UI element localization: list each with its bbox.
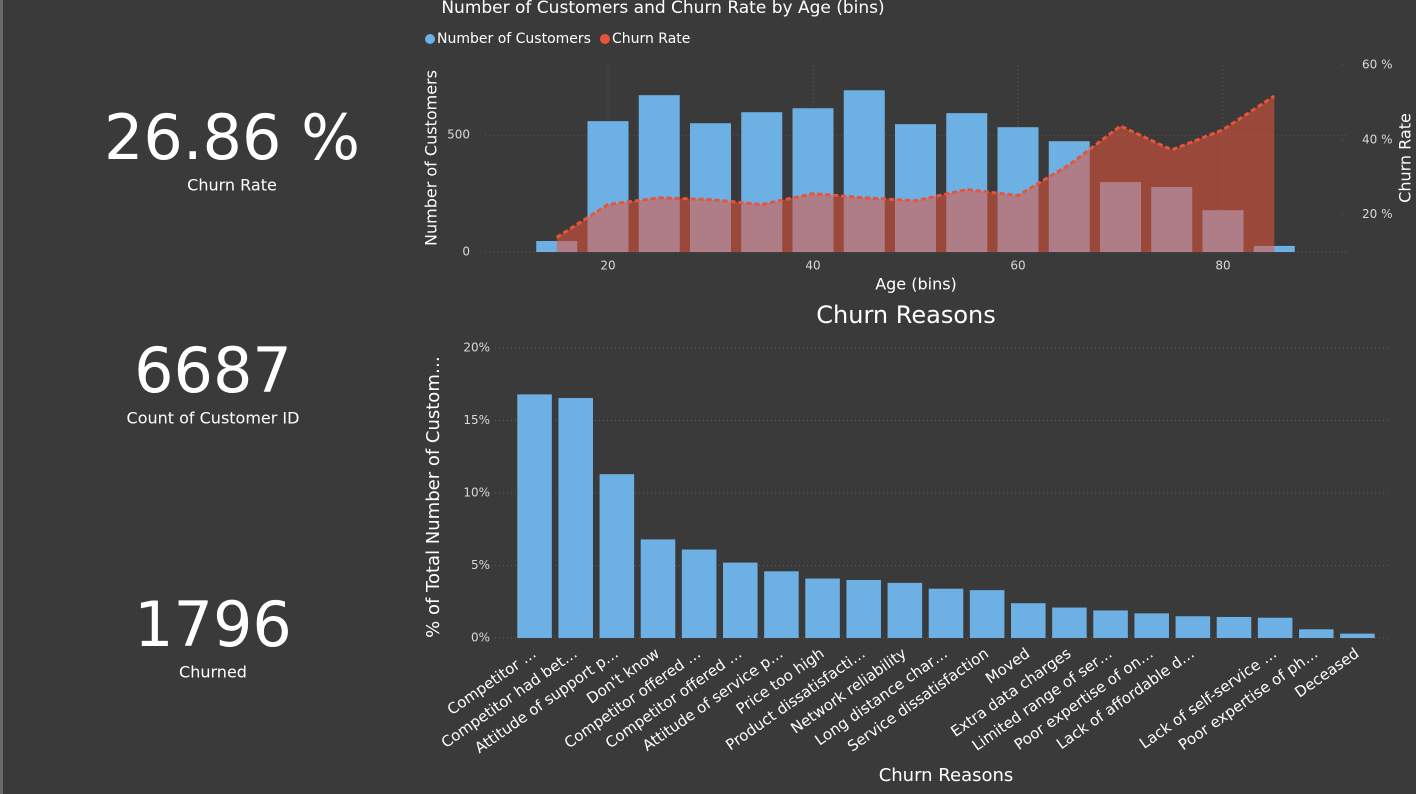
kpi-label: Count of Customer ID — [127, 409, 300, 428]
x-tick-label: 20 — [600, 259, 615, 273]
bar — [887, 582, 923, 638]
bar — [1340, 633, 1375, 638]
x-axis-label: Churn Reasons — [879, 765, 1014, 786]
kpi-label: Churned — [179, 663, 247, 682]
y2-tick-label: 60 % — [1362, 58, 1393, 72]
bar — [1011, 603, 1046, 638]
chart-title: Churn Reasons — [816, 301, 995, 329]
bar — [1052, 607, 1087, 638]
kpi-label: Churn Rate — [187, 176, 277, 195]
y-tick-label: 0 — [462, 245, 470, 259]
y-tick-label: 15% — [463, 413, 490, 427]
line — [555, 94, 1276, 239]
bar — [1257, 617, 1293, 638]
y2-tick-label: 20 % — [1362, 207, 1393, 221]
bar — [1093, 610, 1128, 638]
bar — [723, 562, 758, 638]
bar — [1299, 629, 1334, 638]
y-tick-label: 500 — [447, 128, 470, 142]
left-edge — [0, 0, 3, 794]
legend-swatch — [425, 34, 435, 44]
y-tick-label: 10% — [463, 486, 490, 500]
bar — [681, 549, 717, 638]
y-tick-label: 20% — [463, 341, 490, 355]
x-tick-label: 60 — [1010, 259, 1025, 273]
bar — [640, 539, 676, 638]
y-axis-label: % of Total Number of Custom… — [423, 356, 444, 638]
bar — [969, 590, 1005, 638]
bar — [1175, 616, 1211, 638]
bar — [805, 578, 840, 638]
y2-axis-label: Churn Rate — [1396, 113, 1415, 203]
legend-label: Churn Rate — [612, 31, 690, 47]
x-axis-label: Age (bins) — [875, 275, 957, 294]
chart-title: Number of Customers and Churn Rate by Ag… — [441, 0, 884, 18]
kpi-value: 1796 — [134, 588, 292, 661]
bar — [1134, 613, 1169, 638]
kpi-value: 6687 — [134, 334, 292, 407]
y-tick-label: 0% — [471, 631, 490, 645]
x-tick-label: 80 — [1215, 259, 1230, 273]
bar — [558, 398, 593, 638]
bar — [1216, 616, 1252, 638]
area — [556, 96, 1275, 253]
x-tick-label: 40 — [805, 259, 820, 273]
bar — [928, 588, 964, 638]
legend-label: Number of Customers — [437, 31, 591, 47]
bar — [764, 571, 799, 638]
y-tick-label: 5% — [471, 558, 490, 572]
legend-swatch — [599, 34, 610, 44]
y-axis-label: Number of Customers — [422, 70, 441, 246]
y2-tick-label: 40 % — [1362, 132, 1393, 146]
bar — [517, 394, 552, 638]
kpi-value: 26.86 % — [104, 101, 360, 174]
bar — [846, 580, 881, 638]
bar — [599, 474, 635, 638]
